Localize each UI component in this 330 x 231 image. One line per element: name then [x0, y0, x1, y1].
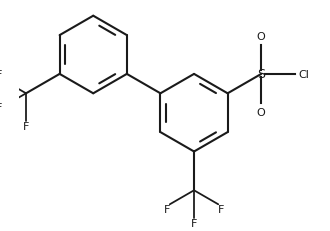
Text: F: F — [0, 103, 2, 113]
Text: F: F — [218, 204, 225, 214]
Text: F: F — [0, 70, 2, 80]
Text: F: F — [191, 218, 197, 228]
Text: Cl: Cl — [298, 70, 309, 79]
Text: O: O — [257, 32, 266, 42]
Text: F: F — [23, 122, 29, 132]
Text: S: S — [257, 68, 265, 81]
Text: O: O — [257, 107, 266, 117]
Text: F: F — [163, 204, 170, 214]
